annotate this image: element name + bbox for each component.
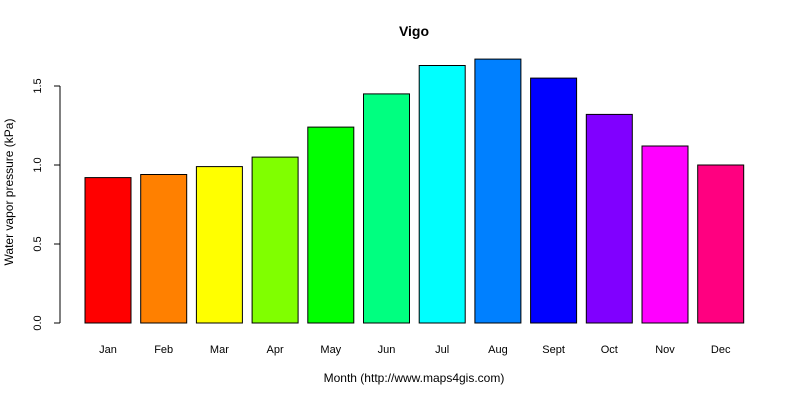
x-tick-label: Apr xyxy=(267,344,284,356)
x-tick-label: Jan xyxy=(99,344,117,356)
x-tick-label: Jul xyxy=(435,344,449,356)
bar-jul xyxy=(418,65,466,324)
bar-dec xyxy=(697,164,745,324)
x-tick-label: Oct xyxy=(601,344,618,356)
x-tick-labels: Jan Feb Mar Apr May Jun Jul Aug Sept Oct Nov Dec xyxy=(99,344,731,356)
x-tick-label: May xyxy=(320,344,341,356)
bar-feb xyxy=(140,174,188,324)
x-tick-label: Nov xyxy=(655,344,675,356)
y-tick-label: 1.5 xyxy=(32,78,44,93)
bar-may xyxy=(307,126,355,324)
y-tick-label: 1.0 xyxy=(32,157,44,172)
x-axis-label: Month (http://www.maps4gis.com) xyxy=(324,371,505,385)
x-tick-label: Dec xyxy=(711,344,731,356)
bar-jan xyxy=(84,177,132,324)
bars-group xyxy=(84,58,745,324)
bar-apr xyxy=(251,156,299,324)
bar-sept xyxy=(530,77,578,324)
y-axis: 0.0 0.5 1.0 1.5 xyxy=(32,78,61,331)
y-axis-label: Water vapor pressure (kPa) xyxy=(2,119,16,266)
bar-mar xyxy=(195,166,243,324)
bar-oct xyxy=(585,113,633,324)
x-tick-label: Mar xyxy=(210,344,229,356)
bar-aug xyxy=(474,58,522,324)
x-tick-label: Feb xyxy=(154,344,173,356)
bar-jun xyxy=(363,93,410,324)
x-tick-label: Aug xyxy=(488,344,508,356)
chart-title: Vigo xyxy=(399,23,429,39)
x-tick-label: Jun xyxy=(378,344,396,356)
y-tick-label: 0.0 xyxy=(32,315,44,330)
x-tick-label: Sept xyxy=(542,344,565,356)
y-tick-label: 0.5 xyxy=(32,236,44,251)
bar-nov xyxy=(641,145,689,324)
